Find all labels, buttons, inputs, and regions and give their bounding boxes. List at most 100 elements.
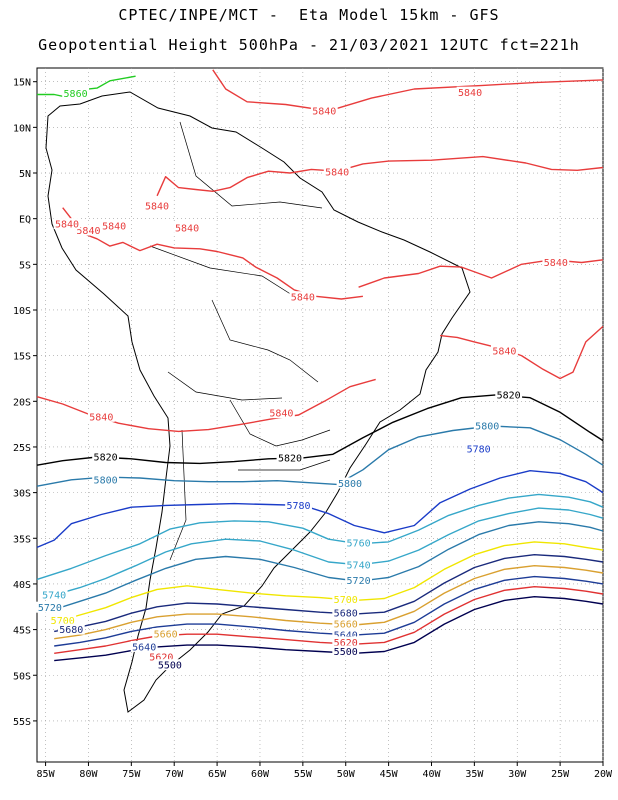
gridlines xyxy=(37,68,604,762)
x-tick-label: 20W xyxy=(594,769,613,780)
contour-label-5640-bg xyxy=(332,629,360,641)
contour-lines xyxy=(36,69,604,662)
x-tick-label: 80W xyxy=(79,769,98,780)
contour-label-5800-bg xyxy=(92,473,120,485)
x-tick-label: 25W xyxy=(551,769,570,780)
contour-label-5720: 5720 xyxy=(347,576,371,587)
contour-label-5800-bg xyxy=(473,419,501,431)
contour-label-5840-bg xyxy=(100,219,128,231)
continent-outline xyxy=(45,91,471,713)
contour-label-5840: 5840 xyxy=(458,88,482,99)
contour-label-5780: 5780 xyxy=(467,444,491,455)
contour-label-5720-bg xyxy=(345,574,372,586)
contour-label-5860-bg xyxy=(62,87,89,99)
contour-label-5740: 5740 xyxy=(42,590,66,601)
y-tick-label: 40S xyxy=(13,580,31,591)
contour-label-5840-bg xyxy=(323,166,351,178)
contour-label-5840: 5840 xyxy=(89,412,113,423)
x-tick-label: 50W xyxy=(337,769,356,780)
contour-label-5800: 5800 xyxy=(94,475,118,486)
x-tick-label: 65W xyxy=(208,769,227,780)
contour-label-5860: 5860 xyxy=(64,89,88,100)
contour-label-5720-bg xyxy=(36,601,64,613)
contour-label-5840-bg xyxy=(456,86,484,98)
x-tick-label: 75W xyxy=(122,769,141,780)
internal-borders xyxy=(149,121,331,561)
contour-5840 xyxy=(62,207,363,300)
contour-label-5700-bg xyxy=(332,593,360,605)
contour-label-5840: 5840 xyxy=(55,220,79,231)
contour-5840 xyxy=(36,378,376,433)
contour-5820 xyxy=(36,394,604,466)
x-tick-label: 70W xyxy=(165,769,184,780)
contour-label-5700: 5700 xyxy=(51,616,75,627)
contour-5760 xyxy=(36,493,604,581)
contour-5840 xyxy=(156,155,604,197)
contour-label-5640: 5640 xyxy=(334,631,358,642)
chart-title-line-1: CPTEC/INPE/MCT - Eta Model 15km - GFS xyxy=(118,6,500,24)
contour-label-5840: 5840 xyxy=(269,409,293,420)
contour-labels: 5860 5840 5840 5840 5840 5840 5840 5820 5800 5780… xyxy=(36,86,570,672)
contour-label-5640: 5640 xyxy=(132,642,156,653)
contour-label-5840: 5840 xyxy=(312,106,336,117)
contour-label-5840-bg xyxy=(289,291,317,303)
x-tick-label: 40W xyxy=(422,769,441,780)
contour-label-5680-bg xyxy=(57,623,85,635)
contour-label-5640-bg xyxy=(130,640,158,652)
y-tick-label: 10N xyxy=(13,123,31,134)
y-tick-label: 35S xyxy=(13,534,31,545)
chart-title-line-2: Geopotential Height 500hPa - 21/03/2021 … xyxy=(38,36,580,54)
contour-5740 xyxy=(54,507,604,596)
contour-label-5840: 5840 xyxy=(544,258,568,269)
contour-label-5820: 5820 xyxy=(94,453,118,464)
contour-label-5680: 5680 xyxy=(334,609,358,620)
contour-label-5840-bg xyxy=(490,345,518,357)
x-tick-label: 85W xyxy=(37,769,56,780)
contour-label-5840: 5840 xyxy=(492,347,516,358)
x-tick-label: 45W xyxy=(380,769,399,780)
x-tick-label: 35W xyxy=(465,769,484,780)
contour-label-5820: 5820 xyxy=(278,453,302,464)
contour-label-5800-bg xyxy=(336,477,364,489)
y-tick-label: 20S xyxy=(13,397,31,408)
contour-label-5680: 5680 xyxy=(59,625,83,636)
contour-label-5500: 5500 xyxy=(334,647,358,658)
y-tick-label: 5S xyxy=(19,260,31,271)
contour-label-5820-bg xyxy=(92,451,120,463)
x-axis-ticks: 85W 80W 75W 70W 65W 60W 55W 50W 45W 40W 35W 30W 25W 2… xyxy=(37,762,613,780)
contour-label-5840-bg xyxy=(143,199,171,211)
contour-label-5740-bg xyxy=(345,558,372,570)
y-tick-label: 15N xyxy=(13,78,31,89)
contour-label-5740-bg xyxy=(40,588,68,600)
x-tick-label: 30W xyxy=(508,769,527,780)
y-axis-ticks: 15N 10N 5N EQ 5S 10S 15S 20S 25S 30S 35S 40S 45S 50S 5… xyxy=(13,78,37,728)
south-america-coastline xyxy=(45,91,471,713)
contour-label-5500: 5500 xyxy=(158,661,182,672)
contour-label-5680-bg xyxy=(332,607,360,619)
contour-label-5840-bg xyxy=(310,104,338,116)
contour-5840 xyxy=(440,325,604,380)
y-tick-label: 15S xyxy=(13,352,31,363)
contour-5780 xyxy=(36,470,604,549)
contour-label-5620-bg xyxy=(147,650,175,662)
y-tick-label: EQ xyxy=(19,215,31,226)
y-tick-label: 30S xyxy=(13,489,31,500)
y-tick-label: 45S xyxy=(13,626,31,637)
contour-label-5840: 5840 xyxy=(102,221,126,232)
y-tick-label: 55S xyxy=(13,717,31,728)
contour-5680 xyxy=(54,554,604,633)
contour-label-5660-bg xyxy=(332,618,360,630)
contour-5840 xyxy=(212,69,604,112)
contour-label-5500-bg xyxy=(332,645,360,657)
contour-label-5620: 5620 xyxy=(334,638,358,649)
contour-label-5700-bg xyxy=(49,614,77,626)
contour-label-5740: 5740 xyxy=(347,560,371,571)
contour-label-5760-bg xyxy=(345,536,372,548)
contour-label-5820: 5820 xyxy=(497,390,521,401)
contour-label-5800: 5800 xyxy=(475,421,499,432)
contour-label-5840-bg xyxy=(87,410,115,422)
y-tick-label: 50S xyxy=(13,671,31,682)
contour-label-5780-bg xyxy=(285,499,312,511)
contour-label-5660: 5660 xyxy=(154,630,178,641)
